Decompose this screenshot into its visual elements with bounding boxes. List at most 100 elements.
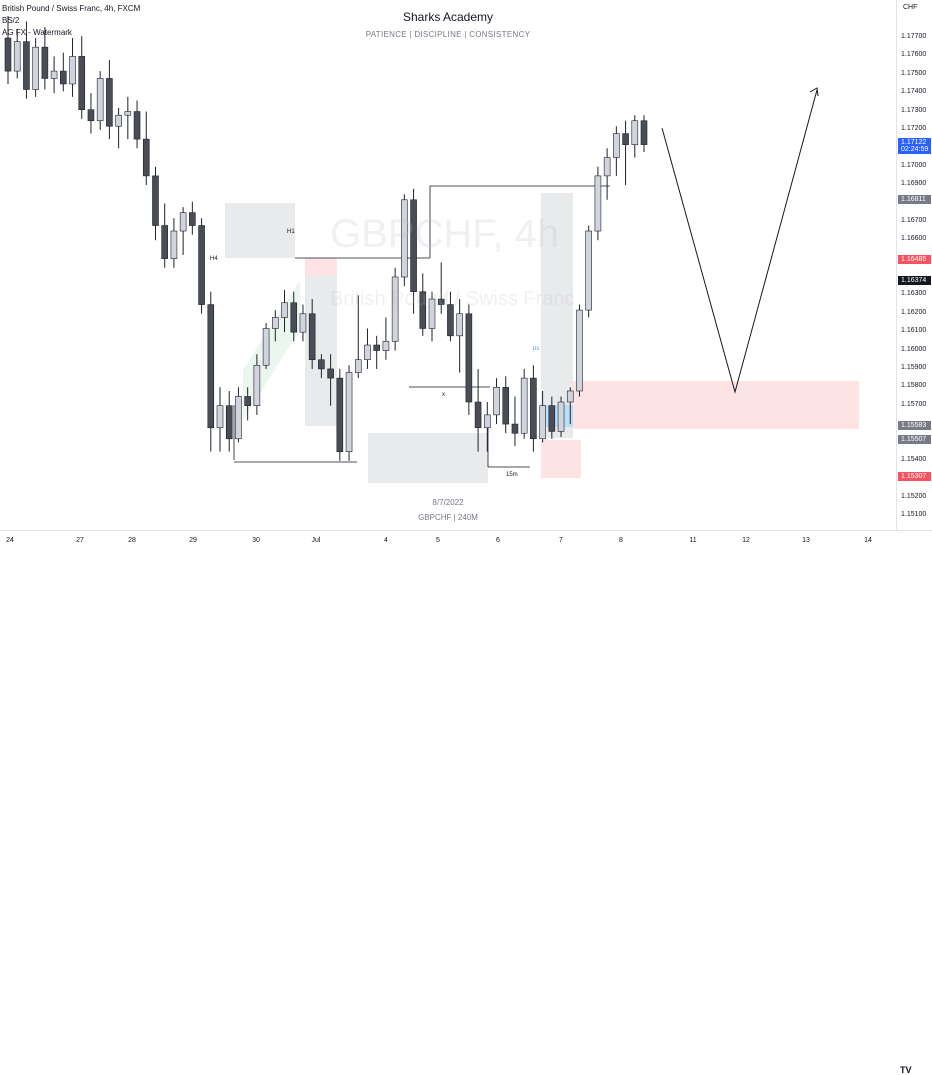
- candle-0[interactable]: [4, 15, 12, 84]
- candle-55[interactable]: [511, 396, 519, 447]
- candle-3[interactable]: [32, 38, 39, 97]
- candle-37[interactable]: [345, 365, 353, 461]
- tradingview-logo-icon[interactable]: TV: [900, 1065, 912, 1075]
- candle-body: [235, 396, 242, 440]
- candle-5[interactable]: [50, 56, 58, 94]
- time-tick: 7: [559, 537, 563, 544]
- candle-body: [373, 344, 380, 351]
- price-tick: 1.17300: [901, 106, 927, 114]
- candle-67[interactable]: [622, 120, 629, 186]
- candle-21[interactable]: [198, 218, 205, 314]
- candle-28[interactable]: [262, 322, 270, 369]
- candle-42[interactable]: [391, 267, 399, 351]
- price-axis[interactable]: CHF 1.17700 1.17600 1.17500 1.17400 1.17300 1…: [896, 0, 932, 530]
- candle-47[interactable]: [437, 262, 445, 314]
- candle-66[interactable]: [613, 126, 620, 176]
- candle-12[interactable]: [115, 107, 122, 149]
- candle-22[interactable]: [207, 291, 215, 452]
- candle-2[interactable]: [23, 21, 30, 99]
- price-tick: 1.17600: [901, 51, 927, 59]
- candle-60[interactable]: [557, 396, 565, 437]
- candle-44[interactable]: [410, 188, 417, 314]
- price-tick: 1.15100: [901, 511, 927, 518]
- candle-1[interactable]: [13, 28, 21, 79]
- candle-25[interactable]: [235, 387, 242, 443]
- price-tick: 1.15400: [901, 455, 927, 463]
- candle-33[interactable]: [308, 299, 316, 369]
- candle-14[interactable]: [133, 100, 141, 149]
- candle-51[interactable]: [474, 368, 482, 452]
- candle-36[interactable]: [336, 368, 344, 461]
- candle-10[interactable]: [96, 71, 104, 130]
- candle-23[interactable]: [216, 387, 224, 452]
- candle-18[interactable]: [170, 218, 178, 268]
- candle-50[interactable]: [465, 304, 473, 415]
- candle-body: [603, 157, 611, 177]
- candle-45[interactable]: [419, 273, 427, 336]
- candle-39[interactable]: [364, 328, 371, 369]
- candle-11[interactable]: [106, 60, 113, 140]
- candle-body: [382, 341, 390, 351]
- currency-label: CHF: [903, 4, 918, 11]
- candle-40[interactable]: [373, 335, 380, 369]
- candle-58[interactable]: [539, 390, 546, 443]
- candle-35[interactable]: [327, 354, 334, 406]
- candle-49[interactable]: [456, 299, 463, 373]
- candle-38[interactable]: [354, 295, 362, 379]
- indicator-label[interactable]: BS/2: [2, 16, 20, 25]
- candle-31[interactable]: [290, 291, 298, 342]
- candle-43[interactable]: [401, 194, 408, 287]
- candle-56[interactable]: [520, 368, 528, 439]
- candle-59[interactable]: [548, 396, 556, 439]
- candle-body: [557, 401, 565, 432]
- candle-41[interactable]: [382, 317, 390, 360]
- candle-body: [170, 230, 178, 259]
- candle-48[interactable]: [447, 291, 454, 342]
- candle-64[interactable]: [594, 166, 602, 241]
- time-axis[interactable]: TV 24 27 28 29 30 Jul 4 5 6 7 8 11 12 13 14: [0, 530, 932, 1075]
- candle-13[interactable]: [124, 96, 132, 140]
- candle-7[interactable]: [69, 38, 76, 97]
- candle-52[interactable]: [484, 402, 491, 452]
- candle-body: [456, 313, 463, 337]
- price-badge: 1.16811: [898, 195, 931, 205]
- candle-53[interactable]: [493, 378, 500, 425]
- candle-8[interactable]: [78, 36, 86, 119]
- candle-34[interactable]: [318, 354, 325, 379]
- candle-9[interactable]: [87, 93, 95, 134]
- candle-65[interactable]: [603, 148, 611, 200]
- candle-26[interactable]: [244, 387, 251, 421]
- symbol-title[interactable]: British Pound / Swiss Franc, 4h, FXCM: [2, 4, 141, 13]
- candle-63[interactable]: [585, 225, 592, 318]
- candle-69[interactable]: [640, 115, 648, 152]
- candle-61[interactable]: [566, 387, 574, 425]
- chart-canvas[interactable]: H1 H4 15m x ps: [0, 0, 896, 530]
- candle-17[interactable]: [161, 203, 168, 268]
- time-tick: 11: [689, 537, 697, 544]
- watermark-indicator-label[interactable]: AG FX - Watermark: [2, 28, 72, 37]
- candle-54[interactable]: [502, 376, 510, 434]
- candle-27[interactable]: [253, 354, 261, 415]
- candle-body: [4, 37, 12, 72]
- price-tick: 1.15800: [901, 382, 927, 390]
- candle-32[interactable]: [299, 304, 307, 342]
- candle-46[interactable]: [428, 291, 436, 342]
- candle-4[interactable]: [41, 26, 49, 90]
- candle-24[interactable]: [225, 390, 233, 452]
- candle-15[interactable]: [142, 111, 150, 186]
- candle-body: [474, 401, 482, 429]
- candle-16[interactable]: [152, 166, 159, 241]
- candle-19[interactable]: [179, 207, 187, 255]
- candle-20[interactable]: [189, 201, 196, 235]
- candle-57[interactable]: [530, 365, 537, 452]
- candle-6[interactable]: [60, 52, 67, 92]
- candle-68[interactable]: [631, 115, 639, 158]
- time-tick: 30: [252, 537, 260, 544]
- candle-30[interactable]: [281, 289, 288, 333]
- candle-62[interactable]: [576, 304, 583, 397]
- projection-path: [661, 89, 818, 394]
- candle-body: [161, 225, 168, 259]
- chart-pane[interactable]: H1 H4 15m x ps GBPCHF, 4h British Pound / Sw…: [0, 0, 896, 530]
- candle-29[interactable]: [272, 310, 279, 342]
- candle-body: [133, 111, 141, 140]
